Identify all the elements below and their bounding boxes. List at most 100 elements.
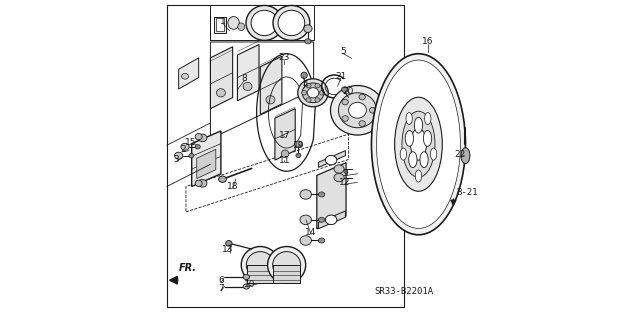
Polygon shape (196, 149, 216, 179)
Ellipse shape (198, 134, 207, 142)
Ellipse shape (302, 83, 324, 103)
Ellipse shape (307, 88, 319, 98)
Polygon shape (275, 109, 295, 160)
Ellipse shape (334, 174, 344, 182)
Ellipse shape (330, 85, 385, 135)
Ellipse shape (430, 148, 436, 160)
Polygon shape (247, 265, 274, 283)
Ellipse shape (359, 121, 365, 126)
Polygon shape (211, 5, 314, 41)
Text: 1: 1 (220, 17, 226, 26)
Ellipse shape (402, 111, 435, 177)
Text: 12: 12 (339, 178, 351, 187)
Ellipse shape (243, 284, 250, 289)
Ellipse shape (301, 91, 307, 95)
Text: 4: 4 (302, 80, 308, 89)
Text: 6: 6 (218, 276, 224, 285)
Ellipse shape (319, 217, 324, 222)
Polygon shape (319, 151, 346, 167)
Polygon shape (317, 163, 346, 229)
Text: 20: 20 (342, 87, 354, 96)
Ellipse shape (273, 252, 301, 278)
Ellipse shape (298, 79, 328, 107)
Ellipse shape (241, 247, 279, 283)
Ellipse shape (376, 60, 460, 228)
Ellipse shape (219, 176, 227, 182)
Bar (214, 17, 226, 33)
Ellipse shape (342, 99, 348, 105)
Ellipse shape (296, 153, 301, 158)
Ellipse shape (189, 153, 194, 158)
Ellipse shape (369, 108, 376, 113)
Text: 18: 18 (227, 182, 239, 191)
Ellipse shape (281, 150, 289, 158)
Ellipse shape (319, 238, 324, 243)
Ellipse shape (300, 215, 312, 225)
Ellipse shape (359, 94, 365, 100)
Polygon shape (192, 131, 221, 187)
Polygon shape (211, 47, 233, 109)
Text: B-21: B-21 (456, 188, 478, 197)
Ellipse shape (306, 84, 311, 88)
Text: 23: 23 (279, 53, 290, 62)
Text: 9: 9 (342, 169, 348, 178)
Text: 3: 3 (173, 155, 179, 164)
Text: 21: 21 (335, 72, 346, 81)
Ellipse shape (266, 96, 275, 104)
Ellipse shape (195, 133, 202, 140)
Ellipse shape (315, 98, 320, 102)
Bar (216, 19, 224, 31)
Polygon shape (260, 56, 282, 115)
Text: 7: 7 (218, 284, 224, 293)
Ellipse shape (301, 72, 307, 78)
Ellipse shape (198, 180, 207, 187)
Polygon shape (237, 45, 259, 101)
Ellipse shape (325, 215, 337, 225)
Ellipse shape (175, 152, 183, 159)
Ellipse shape (461, 148, 470, 164)
Ellipse shape (325, 155, 337, 165)
Ellipse shape (246, 5, 283, 41)
Ellipse shape (243, 274, 250, 279)
Ellipse shape (415, 170, 422, 182)
Ellipse shape (405, 130, 413, 146)
Ellipse shape (342, 87, 348, 93)
Text: 13: 13 (221, 245, 233, 254)
Ellipse shape (319, 91, 324, 95)
Ellipse shape (300, 190, 312, 199)
Ellipse shape (319, 192, 324, 197)
Text: FR.: FR. (179, 263, 196, 273)
Text: 22: 22 (455, 150, 466, 159)
Text: 19: 19 (293, 141, 305, 150)
Ellipse shape (315, 84, 320, 88)
Ellipse shape (195, 180, 202, 187)
Polygon shape (319, 211, 346, 229)
Ellipse shape (334, 165, 344, 173)
Ellipse shape (268, 247, 306, 283)
Ellipse shape (195, 145, 200, 149)
Bar (167, 5, 404, 307)
Text: 10: 10 (244, 279, 255, 288)
Ellipse shape (251, 10, 278, 36)
Ellipse shape (237, 23, 244, 31)
Text: 5: 5 (340, 47, 346, 56)
Ellipse shape (216, 89, 225, 97)
Text: 2: 2 (180, 145, 186, 154)
Text: 8: 8 (241, 74, 247, 83)
Ellipse shape (226, 241, 232, 246)
Ellipse shape (395, 97, 442, 191)
Ellipse shape (246, 252, 275, 278)
Ellipse shape (306, 98, 311, 102)
Ellipse shape (294, 141, 302, 147)
Ellipse shape (414, 117, 422, 133)
Ellipse shape (400, 148, 406, 160)
Ellipse shape (424, 130, 431, 146)
Text: 16: 16 (422, 38, 434, 47)
Text: 17: 17 (279, 131, 291, 140)
Ellipse shape (424, 113, 431, 125)
Ellipse shape (182, 73, 189, 79)
Ellipse shape (181, 143, 189, 150)
Text: 14: 14 (305, 228, 317, 237)
Ellipse shape (420, 152, 428, 167)
Ellipse shape (339, 93, 376, 128)
